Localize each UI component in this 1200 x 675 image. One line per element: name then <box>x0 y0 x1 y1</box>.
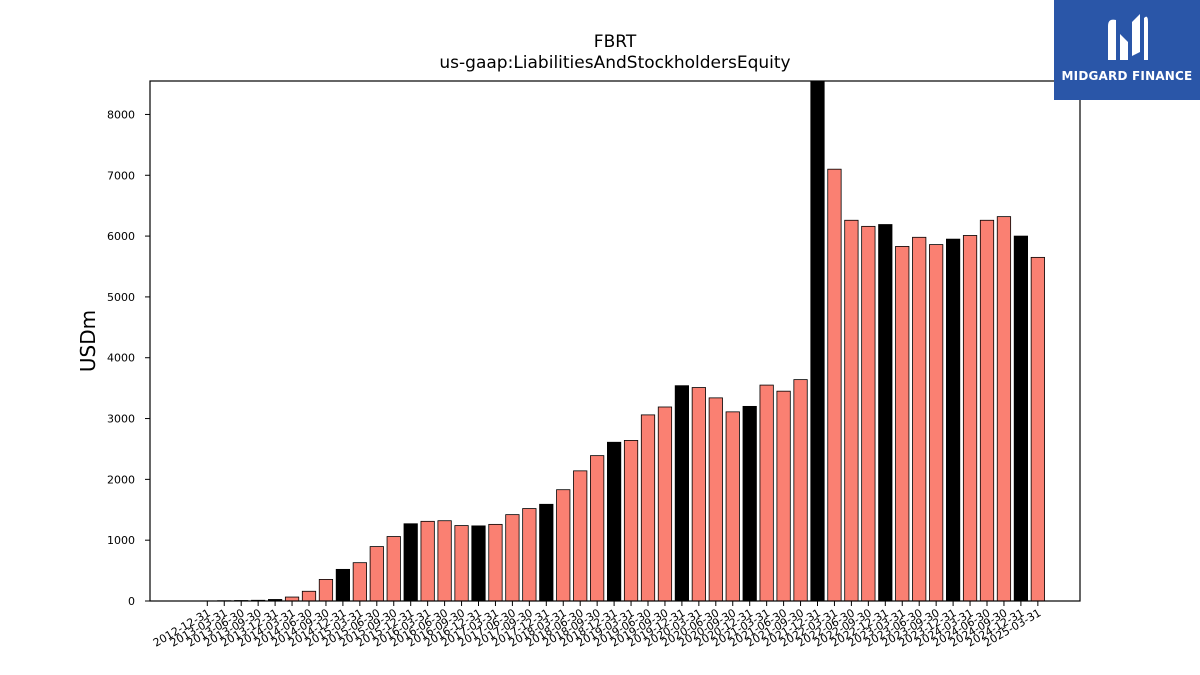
bar-2023-12-31 <box>946 238 961 602</box>
y-tick-label: 5000 <box>107 291 135 304</box>
bar-2016-03-31 <box>420 520 435 602</box>
bar-2017-09-30 <box>522 508 537 602</box>
bars-layer <box>200 81 1045 602</box>
y-tick-label: 7000 <box>107 169 135 182</box>
bar-2019-06-30 <box>640 414 656 602</box>
bar-2021-12-31 <box>810 81 825 602</box>
y-tick-label: 8000 <box>107 108 135 121</box>
bar-2019-09-30 <box>657 406 673 602</box>
bar-2014-12-31 <box>335 568 351 602</box>
bar-2019-12-31 <box>674 385 690 602</box>
plot-frame <box>149 80 1081 602</box>
y-axis: 0 1000 2000 3000 4000 5000 6000 7000 8000 <box>107 108 150 608</box>
y-tick-label: 6000 <box>107 230 135 243</box>
y-axis-label: USDm <box>76 310 100 372</box>
bar-2020-09-30 <box>725 411 740 602</box>
bar-2022-06-30 <box>844 219 859 602</box>
bar-2020-03-31 <box>691 387 706 602</box>
bar-2020-06-30 <box>708 397 723 602</box>
bar-2023-09-30 <box>929 244 944 602</box>
bar-2024-09-30 <box>996 216 1012 602</box>
bar-2015-12-31 <box>403 523 418 602</box>
chart-subtitle: us-gaap:LiabilitiesAndStockholdersEquity <box>439 53 791 73</box>
bar-2015-03-31 <box>352 562 367 602</box>
y-tick-label: 2000 <box>107 473 135 486</box>
bar-2018-09-30 <box>590 455 605 602</box>
x-axis: 2012-12-312013-03-312013-06-302013-09-30… <box>151 601 1043 650</box>
bar-2018-03-31 <box>556 489 571 602</box>
mf-monogram-icon <box>1108 14 1148 61</box>
bar-2025-03-31 <box>1030 256 1045 602</box>
bar-2018-06-30 <box>573 470 588 602</box>
bar-2020-12-31 <box>742 405 757 602</box>
bar-2014-09-30 <box>318 579 334 602</box>
bar-2017-03-31 <box>488 523 503 602</box>
bar-2016-09-30 <box>454 525 469 602</box>
bar-2024-03-31 <box>962 235 978 602</box>
bar-2022-09-30 <box>861 225 876 602</box>
bar-2023-03-31 <box>895 246 910 602</box>
bar-2019-03-31 <box>623 440 639 602</box>
brand-logo: MIDGARD FINANCE <box>1054 0 1200 100</box>
bar-2023-06-30 <box>912 236 927 602</box>
bar-2022-12-31 <box>878 224 893 602</box>
bar-2017-06-30 <box>505 514 520 602</box>
bar-2015-09-30 <box>386 536 401 602</box>
y-tick-label: 0 <box>128 595 135 608</box>
chart-title: FBRT <box>593 32 637 52</box>
bar-2014-06-30 <box>301 590 317 602</box>
bar-2016-12-31 <box>471 525 486 602</box>
y-tick-label: 1000 <box>107 534 135 547</box>
bar-2015-06-30 <box>369 546 384 602</box>
bar-2024-12-31 <box>1013 235 1029 602</box>
y-tick-label: 4000 <box>107 352 135 365</box>
bar-2017-12-31 <box>539 503 554 602</box>
y-tick-label: 3000 <box>107 413 135 426</box>
bar-2016-06-30 <box>437 520 452 602</box>
bar-2021-06-30 <box>776 390 791 602</box>
bar-2018-12-31 <box>607 441 622 602</box>
bar-2021-09-30 <box>793 379 808 602</box>
bar-2024-06-30 <box>979 219 995 602</box>
brand-name: MIDGARD FINANCE <box>1061 69 1193 83</box>
bar-2021-03-31 <box>759 384 774 602</box>
bar-2022-03-31 <box>827 168 842 602</box>
